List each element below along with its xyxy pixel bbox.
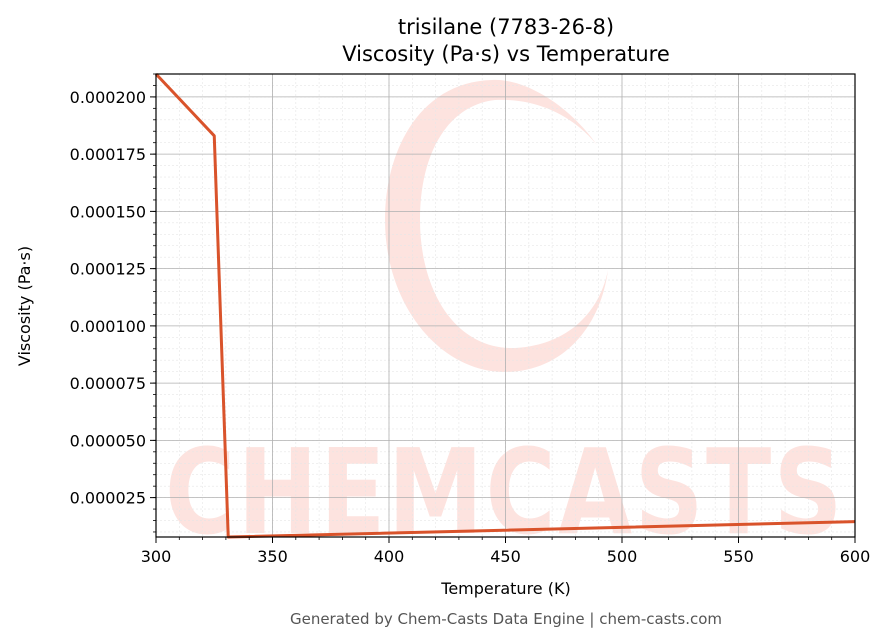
y-tick-label: 0.000175: [70, 145, 146, 164]
y-tick-label: 0.000125: [70, 260, 146, 279]
y-tick-label: 0.000050: [70, 431, 146, 450]
series-layer: [154, 72, 856, 539]
x-tick-label: 600: [840, 547, 871, 566]
y-axis-ticks: 0.000025 0.000050 0.000075 0.000100 0.000125…: [70, 73, 156, 533]
x-tick-label: 450: [490, 547, 521, 566]
chemcasts-watermark: CHEMCASTS: [165, 79, 845, 561]
major-grid: [155, 74, 856, 537]
y-axis-label: Viscosity (Pa·s): [15, 246, 34, 366]
x-tick-label: 500: [607, 547, 638, 566]
x-tick-label: 300: [141, 547, 172, 566]
x-axis-ticks: 300 350 400 450 500 550 600: [141, 537, 871, 566]
y-tick-label: 0.000025: [70, 489, 146, 508]
x-tick-label: 550: [723, 547, 754, 566]
series-line: [154, 72, 856, 539]
footer-credit: Generated by Chem-Casts Data Engine | ch…: [290, 610, 722, 628]
chart-title-line1: trisilane (7783-26-8): [398, 15, 614, 39]
x-tick-label: 400: [374, 547, 405, 566]
watermark-logo-arc: [385, 79, 608, 372]
y-tick-label: 0.000150: [70, 202, 146, 221]
y-tick-label: 0.000100: [70, 317, 146, 336]
y-tick-label: 0.000075: [70, 374, 146, 393]
x-tick-label: 350: [257, 547, 288, 566]
y-tick-label: 0.000200: [70, 88, 146, 107]
watermark-text: CHEMCASTS: [165, 423, 845, 561]
chart-title-line2: Viscosity (Pa·s) vs Temperature: [342, 42, 670, 66]
x-axis-label: Temperature (K): [440, 579, 570, 598]
